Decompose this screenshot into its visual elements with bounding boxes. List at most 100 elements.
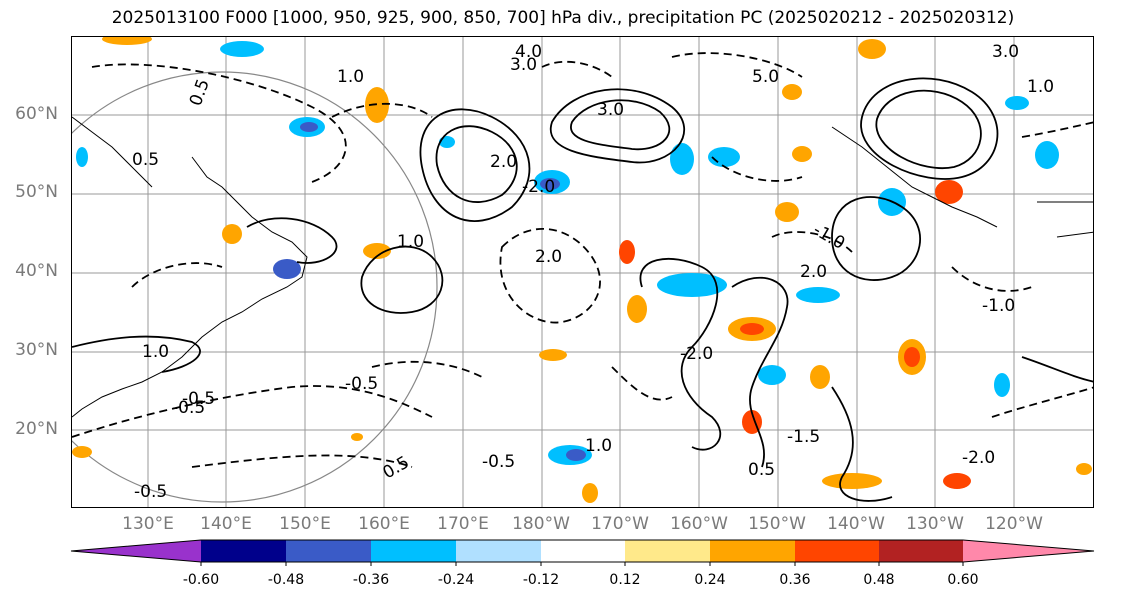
precip-patch-pos [363,243,391,259]
precip-patch-pos [539,349,567,361]
precip-patch-pos [582,483,598,503]
colorbar-cell [963,540,1094,562]
colorbar-cell [625,540,710,562]
precip-patch-pos [782,84,802,100]
colorbar-cell [710,540,795,562]
contour-label: -1.5 [787,427,820,447]
map-panel: 4.0 3.0 5.0 1.0 0.5 3.0 2.0 0.5 -2.0 3.0… [71,36,1094,508]
lon-label-120w: 120°W [985,514,1043,534]
contour-label: -0.5 [134,482,167,502]
precip-shading [72,37,1092,503]
contour-label: 3.0 [597,100,624,120]
precip-patch-neg [439,136,455,148]
colorbar-cell [201,540,286,562]
contour-label: 0.5 [380,452,413,483]
lon-label-160e: 160°E [358,514,410,534]
contour-label: -2.0 [680,344,713,364]
colorbar-tick-label: 0.36 [779,572,811,588]
contour-label: 2.0 [800,262,827,282]
contour-label: -0.5 [172,398,205,418]
precip-patch-pos [792,146,812,162]
colorbar-ticks [200,562,964,566]
precip-patch-neg [994,373,1010,397]
contour-label: 0.5 [748,460,775,480]
lon-label-160w: 160°W [670,514,728,534]
precip-patch-pos [740,323,764,335]
lon-label-170e: 170°E [437,514,489,534]
lon-label-170w: 170°W [591,514,649,534]
precip-patch-pos [619,240,635,264]
lat-label-40n: 40°N [15,261,58,281]
contour-label: 3.0 [992,42,1019,62]
precip-patch-pos [858,39,886,59]
precip-patch-neg [670,143,694,175]
graticule [72,37,1093,507]
contour-label: 4.0 [515,42,542,62]
lon-label-140w: 140°W [827,514,885,534]
contours-positive [72,77,1093,502]
colorbar-tick-label: 0.12 [609,572,641,588]
precip-patch-neg [1035,141,1059,169]
lat-label-60n: 60°N [15,104,58,124]
colorbar-cell [795,540,879,562]
precip-patch-pos [810,365,830,389]
precip-patch-neg [796,287,840,303]
contour-label: -0.5 [345,374,378,394]
contour-label: 1.0 [397,232,424,252]
lat-label-20n: 20°N [15,419,58,439]
contour-label: 3.0 [510,55,537,75]
contour-label: 1.0 [585,436,612,456]
precip-patch-pos [775,202,799,222]
colorbar-cell [71,540,201,562]
lon-label-130w: 130°W [906,514,964,534]
contour-label: 1.0 [142,342,169,362]
precip-patch-pos [351,433,363,441]
precip-patch-neg [657,273,727,297]
precip-patch-neg [566,449,586,461]
colorbar-tick-label: -0.36 [352,572,390,588]
colorbar-tick-label: -0.60 [182,572,220,588]
precip-patch-neg [758,365,786,385]
precip-patch-neg [220,41,264,57]
colorbar-cell [541,540,625,562]
lon-label-150w: 150°W [748,514,806,534]
contour-label: 5.0 [752,67,779,87]
precip-patch-pos [627,295,647,323]
contour-label: -1.0 [982,296,1015,316]
map-title: 2025013100 F000 [1000, 950, 925, 900, 85… [111,8,1015,28]
precip-patch-pos [935,180,963,204]
colorbar-cell [371,540,456,562]
range-circle [72,71,438,503]
colorbar-cell [286,540,371,562]
precip-patch-neg [708,147,740,167]
contour-label: -1.0 [810,220,849,254]
precip-patch-pos [102,37,152,45]
contour-label: -2.0 [962,448,995,468]
colorbar-tick-label: -0.48 [267,572,305,588]
colorbar-cell [879,540,963,562]
colorbar-cells [70,539,1095,563]
contour-label: 1.0 [1027,77,1054,97]
contour-label: 2.0 [535,247,562,267]
precip-patch-pos [222,224,242,244]
coastlines [72,116,1093,418]
colorbar-tick-label: -0.12 [522,572,560,588]
precip-patch-neg [540,178,560,190]
precip-patch-pos [1076,463,1092,475]
contour-label: 2.0 [490,152,517,172]
colorbar-cell [456,540,541,562]
contour-label: -0.5 [182,389,215,409]
colorbar-tick-label: 0.60 [947,572,979,588]
lon-label-130e: 130°E [122,514,174,534]
contour-label: -2.0 [522,177,555,197]
colorbar-tick-label: 0.24 [694,572,726,588]
contour-label: -0.5 [482,452,515,472]
contour-label: 0.5 [132,150,159,170]
map-canvas: 4.0 3.0 5.0 1.0 0.5 3.0 2.0 0.5 -2.0 3.0… [72,37,1093,507]
colorbar [70,539,1095,566]
precip-patch-neg [1005,96,1029,110]
lon-label-180w: 180°W [512,514,570,534]
precip-patch-pos [904,347,920,367]
contours-negative [72,52,1093,468]
contour-labels: 4.0 3.0 5.0 1.0 0.5 3.0 2.0 0.5 -2.0 3.0… [132,42,1054,502]
